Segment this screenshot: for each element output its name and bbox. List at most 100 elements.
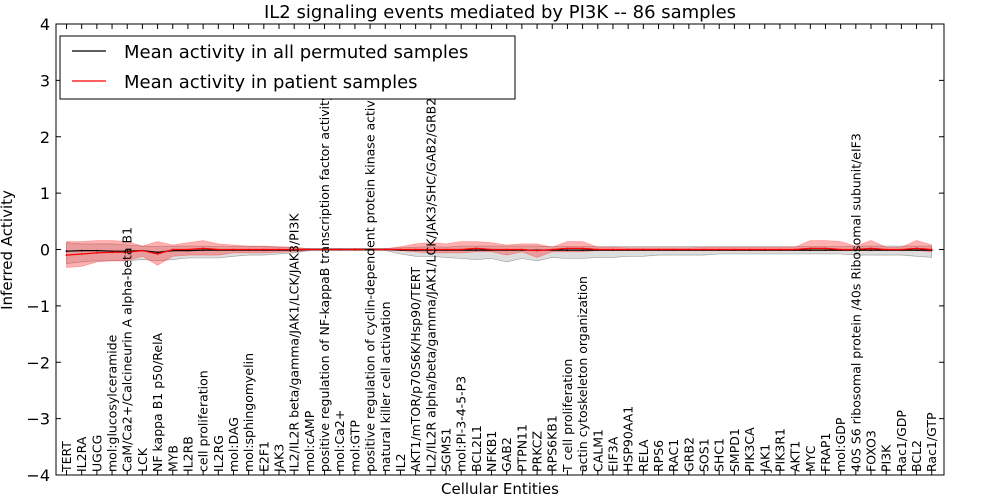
data-point-patient bbox=[262, 248, 265, 251]
data-point-patient bbox=[126, 251, 129, 254]
x-tick-label: mol:PI-3-4-5-P3 bbox=[454, 376, 469, 472]
x-tick-label: SMPD1 bbox=[727, 428, 742, 472]
data-point-patient bbox=[839, 248, 842, 251]
data-point-patient bbox=[232, 248, 235, 251]
x-tick-label: mol:cAMP bbox=[302, 410, 317, 472]
x-tick-label: HSP90AA1 bbox=[621, 406, 636, 472]
data-point-patient bbox=[688, 248, 690, 251]
data-point-patient bbox=[627, 248, 629, 251]
data-point-patient bbox=[293, 248, 296, 251]
x-tick-label: mol:glucosylceramide bbox=[105, 334, 120, 472]
x-tick-label: GRB2 bbox=[681, 437, 696, 472]
x-tick-label: IL2RA bbox=[74, 436, 89, 472]
data-point-patient bbox=[536, 249, 538, 252]
x-tick-label: UGCG bbox=[89, 435, 104, 472]
data-point-patient bbox=[612, 248, 614, 251]
data-point-permuted bbox=[581, 249, 584, 252]
data-point-patient bbox=[80, 253, 83, 255]
band-permuted bbox=[66, 242, 933, 264]
y-tick-label: −2 bbox=[26, 353, 50, 372]
y-tick-label: −3 bbox=[26, 410, 50, 429]
data-point-patient bbox=[551, 248, 554, 251]
data-point-patient bbox=[490, 248, 493, 251]
x-tick-label: mol:GDP bbox=[833, 417, 848, 472]
x-tick-label: T cell proliferation bbox=[560, 359, 575, 473]
x-tick-label: Rac1/GDP bbox=[894, 410, 909, 472]
x-tick-label: cell proliferation bbox=[196, 370, 211, 472]
data-point-patient bbox=[824, 247, 827, 250]
data-point-patient bbox=[187, 248, 189, 251]
x-tick-label: mol:Ca2+ bbox=[332, 410, 347, 472]
data-point-patient bbox=[915, 247, 918, 250]
x-axis-label: Cellular Entities bbox=[441, 480, 559, 498]
x-tick-label: IL2 bbox=[393, 453, 408, 472]
y-tick-label: −1 bbox=[26, 297, 50, 316]
data-point-patient bbox=[247, 248, 250, 251]
x-tick-label: CALM1 bbox=[590, 429, 605, 472]
data-point-patient bbox=[217, 248, 220, 251]
x-tick-label: IL2/IL2R alpha/beta/gamma/JAK1/LCK/JAK3/… bbox=[423, 60, 438, 472]
data-point-patient bbox=[566, 247, 569, 250]
series-lines bbox=[65, 247, 933, 256]
data-point-patient bbox=[642, 248, 645, 251]
data-point-patient bbox=[445, 248, 447, 251]
legend-frame bbox=[59, 35, 516, 100]
x-tick-label: 40S S6 ribosomal protein /40s Ribosomal … bbox=[848, 133, 863, 472]
y-axis-label: Inferred Activity bbox=[0, 190, 16, 310]
series-line-patient bbox=[66, 247, 932, 256]
data-point-patient bbox=[323, 248, 326, 251]
x-tick-label: positive regulation of cyclin-dependent … bbox=[363, 84, 378, 472]
data-point-permuted bbox=[156, 251, 159, 254]
x-tick-label: FOXO3 bbox=[864, 430, 879, 472]
x-tick-label: RELA bbox=[636, 439, 651, 472]
data-point-permuted bbox=[65, 250, 68, 253]
data-point-patient bbox=[429, 248, 432, 251]
data-point-patient bbox=[596, 248, 599, 251]
x-tick-label: TERT bbox=[59, 441, 74, 473]
legend-label-patient: Mean activity in patient samples bbox=[124, 72, 418, 93]
data-point-patient bbox=[384, 248, 387, 251]
x-tick-label: NFKB1 bbox=[484, 431, 499, 472]
x-tick-label: NF kappa B1 p50/RelA bbox=[150, 332, 165, 472]
data-point-patient bbox=[414, 248, 417, 251]
data-point-permuted bbox=[202, 249, 205, 252]
data-point-patient bbox=[505, 248, 508, 251]
data-point-patient bbox=[475, 247, 478, 250]
axes: −4 −3 −2 −1 0 1 2 3 4 bbox=[26, 15, 945, 485]
data-point-patient bbox=[809, 247, 812, 250]
data-point-patient bbox=[930, 248, 933, 251]
x-tick-label: mol:GTP bbox=[347, 420, 362, 472]
legend-label-permuted: Mean activity in all permuted samples bbox=[124, 42, 468, 63]
x-tick-label: SGMS1 bbox=[439, 428, 454, 472]
x-tick-label: E2F1 bbox=[256, 441, 271, 472]
y-tick-label: −4 bbox=[26, 466, 50, 485]
x-tick-label: JAK3 bbox=[272, 444, 287, 473]
data-point-patient bbox=[156, 253, 159, 255]
x-tick-label: FRAP1 bbox=[818, 433, 833, 472]
legend: Mean activity in all permuted samples Me… bbox=[59, 35, 516, 100]
data-point-patient bbox=[399, 248, 402, 251]
y-tick-label: 0 bbox=[40, 241, 50, 260]
data-point-patient bbox=[581, 247, 584, 250]
x-tick-label: BCL2L1 bbox=[469, 425, 484, 472]
data-point-patient bbox=[521, 248, 523, 251]
data-point-patient bbox=[657, 248, 660, 251]
data-point-patient bbox=[703, 248, 705, 251]
y-tick-label: 2 bbox=[40, 128, 50, 147]
x-tick-label: MYC bbox=[803, 445, 818, 472]
x-tick-label: SOS1 bbox=[697, 438, 712, 472]
x-tick-label: RAC1 bbox=[666, 439, 681, 472]
data-point-patient bbox=[202, 247, 205, 250]
y-tick-label: 4 bbox=[40, 15, 50, 34]
data-point-patient bbox=[854, 248, 857, 251]
data-point-patient bbox=[885, 248, 888, 251]
data-point-permuted bbox=[824, 249, 827, 252]
data-point-patient bbox=[171, 248, 174, 251]
data-point-patient bbox=[369, 248, 371, 251]
x-tick-label: CaM/Ca2+/Calcineurin A alpha-beta B1 bbox=[120, 227, 135, 472]
data-point-patient bbox=[718, 248, 721, 251]
chart-title: IL2 signaling events mediated by PI3K --… bbox=[264, 2, 736, 23]
x-tick-label: RPS6KB1 bbox=[545, 415, 560, 472]
data-point-patient bbox=[794, 248, 796, 251]
